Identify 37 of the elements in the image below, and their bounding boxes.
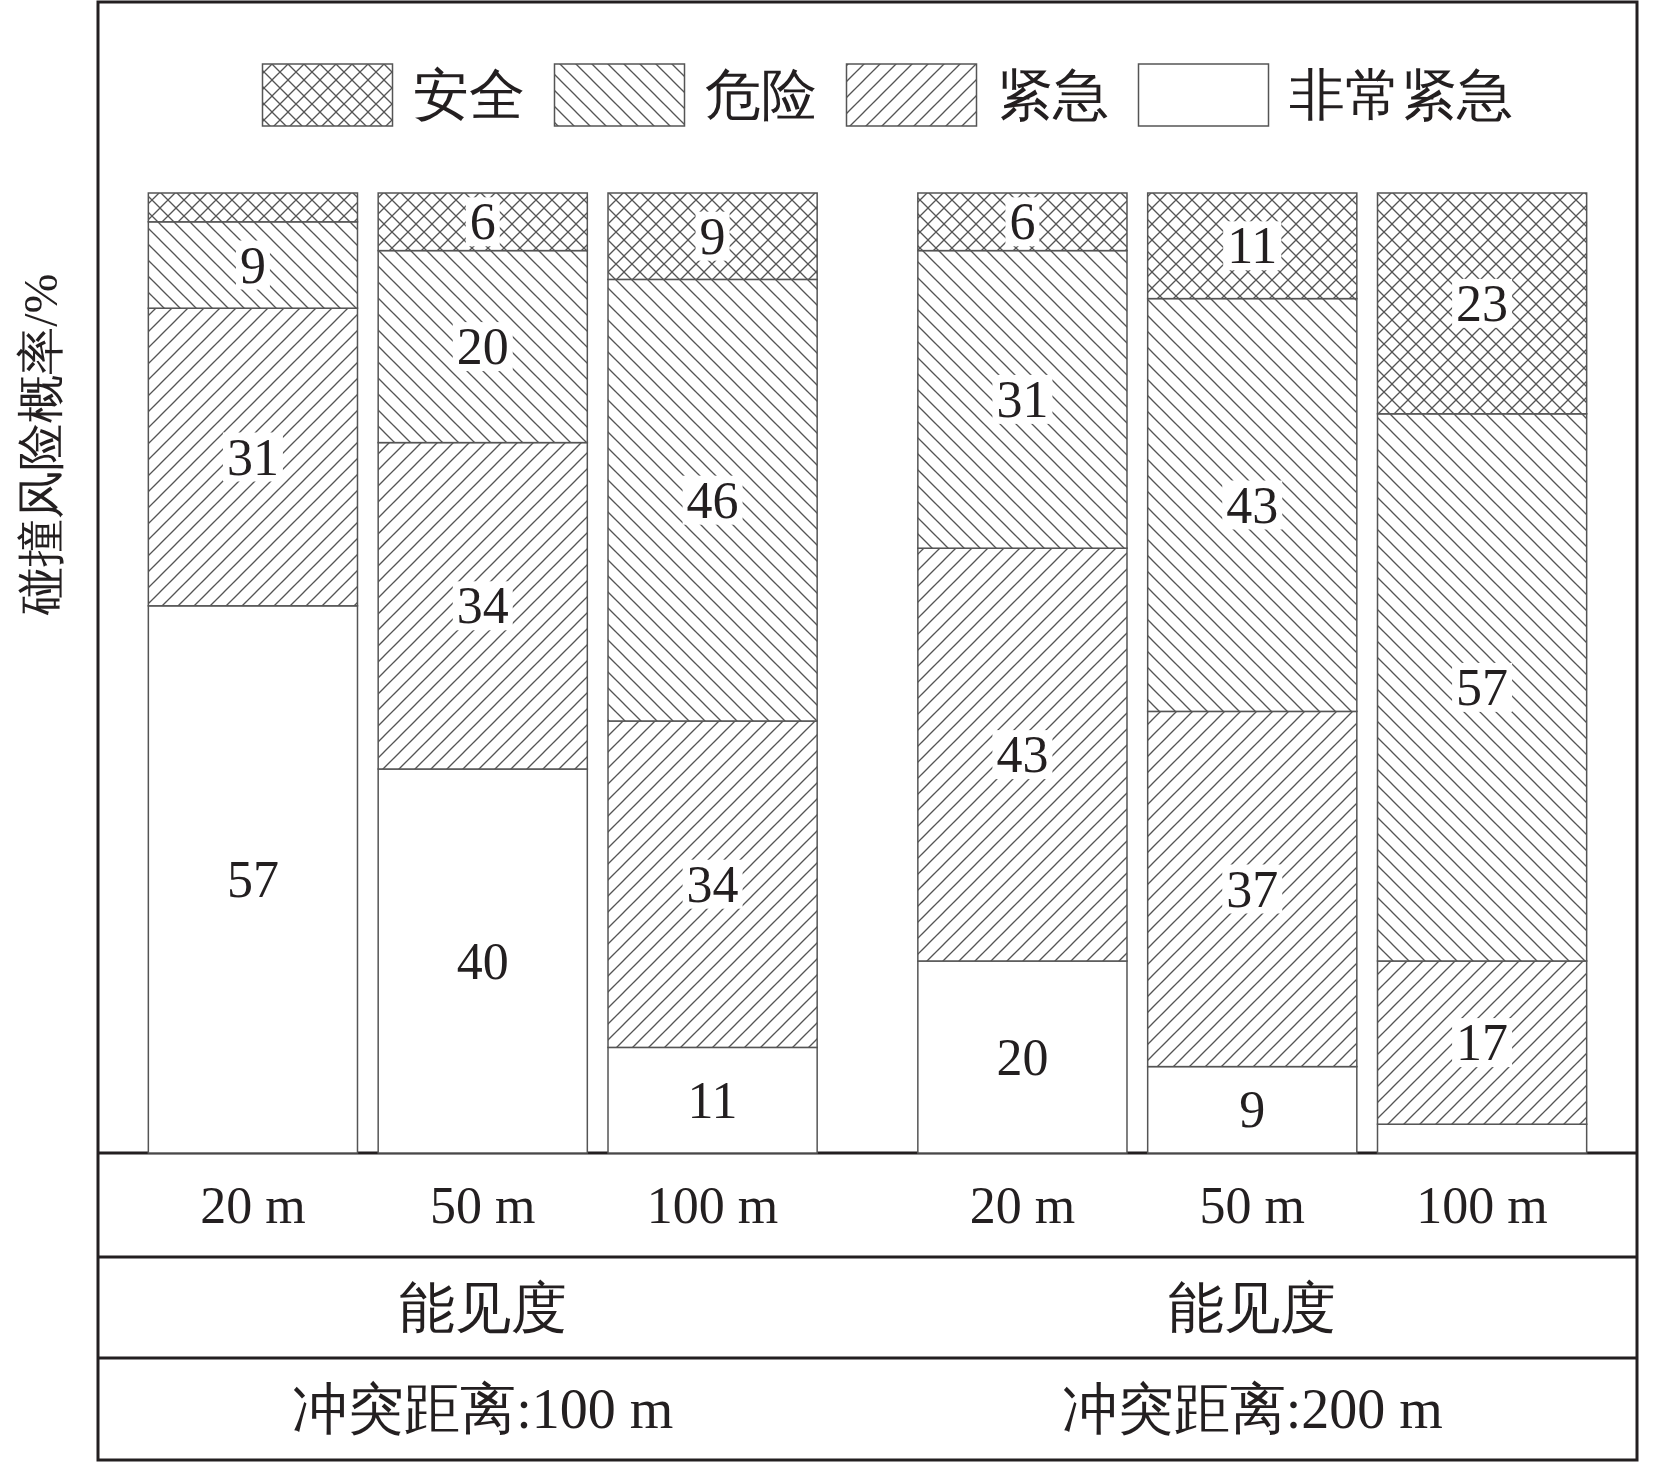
- data-label: 57: [1456, 658, 1509, 716]
- x-tick-label: 20 m: [969, 1176, 1076, 1234]
- x-axis-title: 能见度: [398, 1276, 567, 1339]
- x-tick-label: 100 m: [646, 1176, 779, 1234]
- x-tick-label: 20 m: [200, 1176, 306, 1234]
- data-label: 57: [226, 850, 279, 908]
- x-tick-label: 100 m: [1416, 1176, 1548, 1234]
- text: 冲突距离:100 m: [292, 1378, 674, 1440]
- data-label: 20: [996, 1028, 1049, 1086]
- legend-label: 紧急: [996, 64, 1109, 126]
- x-tick-label: 50 m: [430, 1176, 536, 1234]
- data-label: 46: [686, 471, 739, 529]
- data-label: 23: [1456, 274, 1509, 332]
- data-label: 43: [1226, 476, 1279, 534]
- data-label: 31: [996, 370, 1049, 428]
- x-tick-label: 50 m: [1199, 1176, 1305, 1234]
- data-label: 43: [996, 726, 1049, 784]
- data-label: 9: [239, 236, 266, 294]
- text: 冲突距离:200 m: [1061, 1378, 1443, 1440]
- data-label: 34: [686, 855, 739, 913]
- data-label: 31: [226, 428, 279, 486]
- data-label: 6: [1009, 193, 1036, 251]
- data-label: 20: [456, 318, 509, 376]
- y-axis-title: 碰撞风险概率/%: [13, 273, 67, 616]
- data-label: 34: [456, 577, 509, 635]
- x-axis-title: 能见度: [1168, 1276, 1337, 1339]
- data-label: 9: [1239, 1081, 1266, 1139]
- legend-label: 危险: [704, 64, 817, 126]
- legend-label: 安全: [412, 64, 525, 126]
- data-label: 37: [1226, 860, 1279, 918]
- data-label: 40: [456, 932, 509, 990]
- data-label: 11: [687, 1071, 738, 1129]
- data-label: 6: [469, 193, 496, 251]
- legend-label: 非常紧急: [1288, 64, 1513, 126]
- data-label: 17: [1456, 1014, 1509, 1072]
- data-label: 11: [1227, 217, 1278, 275]
- data-label: 9: [699, 207, 726, 265]
